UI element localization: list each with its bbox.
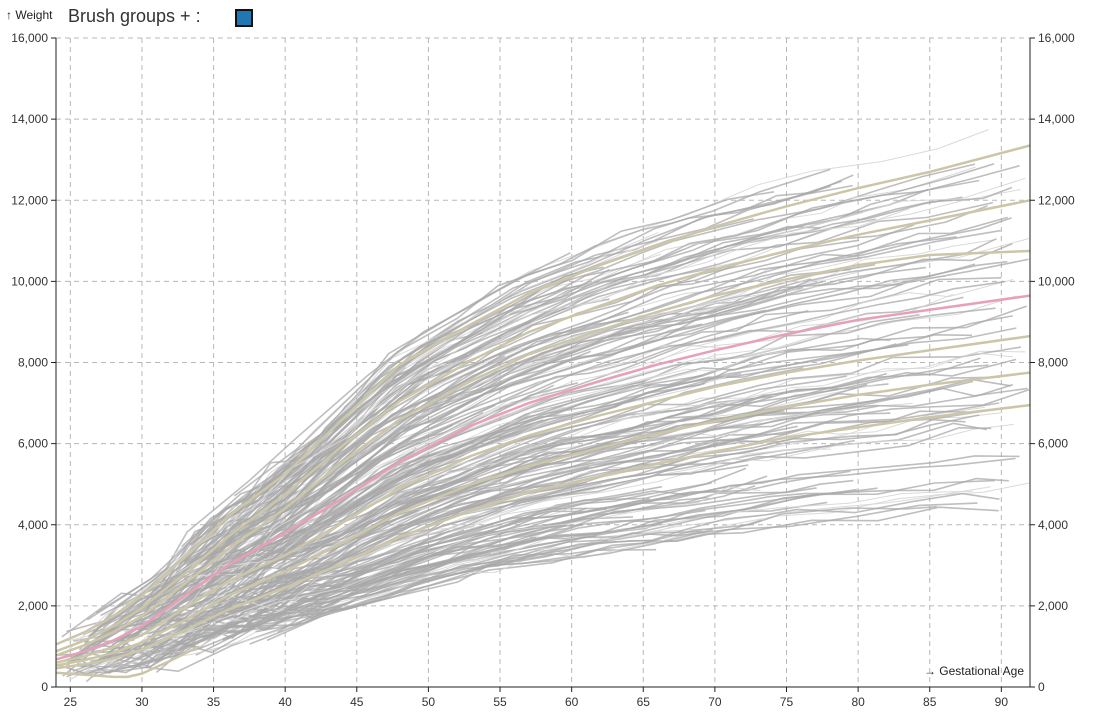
individual-line — [195, 479, 995, 656]
y-tick-label-right: 0 — [1038, 680, 1045, 694]
y-tick-label-right: 14,000 — [1038, 112, 1075, 126]
individual-line — [155, 509, 706, 674]
percentile-line — [55, 371, 1031, 667]
x-tick-label: 60 — [565, 695, 579, 709]
y-tick-label-right: 2,000 — [1038, 599, 1068, 613]
individual-line — [79, 281, 824, 654]
individual-line — [262, 424, 454, 558]
percentile-line — [55, 249, 1031, 657]
individual-line — [264, 372, 888, 579]
individual-line — [156, 479, 854, 663]
x-tick-label: 85 — [923, 695, 937, 709]
y-tick-label-right: 10,000 — [1038, 274, 1075, 288]
individual-line — [275, 186, 1013, 513]
individual-line — [161, 412, 891, 641]
brush-groups-label: Brush groups + : — [68, 6, 201, 26]
percentile-lines — [55, 144, 1031, 679]
individual-line — [185, 423, 1014, 620]
individual-line — [281, 492, 1000, 612]
y-tick-label: 4,000 — [18, 518, 48, 532]
individual-line — [143, 407, 857, 652]
individual-line — [153, 410, 968, 651]
y-tick-label-right: 12,000 — [1038, 193, 1075, 207]
percentile-line — [55, 645, 200, 679]
y-tick-label: 10,000 — [11, 274, 48, 288]
individual-line — [255, 539, 608, 633]
individual-line — [107, 426, 992, 657]
individual-line — [189, 309, 766, 600]
x-tick-label: 75 — [780, 695, 794, 709]
x-tick-label: 80 — [851, 695, 865, 709]
x-tick-label: 40 — [278, 695, 292, 709]
individual-line — [91, 323, 703, 647]
y-tick-label: 6,000 — [18, 437, 48, 451]
brush-group-swatch[interactable] — [235, 9, 253, 27]
y-tick-label-right: 4,000 — [1038, 518, 1068, 532]
y-tick-label: 12,000 — [11, 193, 48, 207]
y-tick-label-right: 6,000 — [1038, 437, 1068, 451]
individual-line — [166, 260, 1008, 603]
x-tick-label: 65 — [637, 695, 651, 709]
individual-line — [166, 382, 705, 625]
x-tick-label: 30 — [135, 695, 149, 709]
individual-line — [216, 177, 1026, 523]
x-tick-label: 70 — [708, 695, 722, 709]
percentile-line — [55, 334, 1031, 664]
x-tick-label: 55 — [493, 695, 507, 709]
x-tick-label: 50 — [422, 695, 436, 709]
y-tick-label-right: 8,000 — [1038, 356, 1068, 370]
individual-line — [135, 529, 465, 667]
individual-lines — [57, 129, 1030, 683]
individual-line — [224, 344, 909, 598]
individual-line — [189, 305, 1027, 595]
individual-line — [249, 493, 819, 618]
percentile-line — [55, 144, 1031, 646]
y-tick-label: 14,000 — [11, 112, 48, 126]
individual-line — [130, 350, 785, 650]
x-tick-label: 90 — [995, 695, 1009, 709]
individual-line — [92, 350, 592, 633]
y-tick-label: 16,000 — [11, 31, 48, 45]
x-axis-title: → Gestational Age — [924, 664, 1024, 678]
chart-header: ↑ Weight Brush groups + : — [0, 0, 1098, 34]
median-line — [55, 294, 1031, 661]
individual-line — [277, 506, 999, 620]
individual-line — [261, 375, 847, 581]
percentile-line — [55, 403, 1031, 670]
x-tick-label: 45 — [350, 695, 364, 709]
y-tick-label: 8,000 — [18, 356, 48, 370]
individual-line — [138, 388, 1030, 631]
individual-line — [283, 433, 762, 595]
individual-line — [222, 522, 569, 640]
percentile-line — [55, 199, 1031, 653]
y-tick-label-right: 16,000 — [1038, 31, 1075, 45]
x-tick-label: 35 — [207, 695, 221, 709]
y-tick-label: 0 — [41, 680, 48, 694]
y-tick-label: 2,000 — [18, 599, 48, 613]
individual-line — [113, 382, 579, 628]
individual-line — [86, 163, 995, 621]
axes: 0 0 2,000 2,000 4,000 4,000 6,000 6,000 8,000 8,0… — [11, 31, 1075, 709]
individual-line — [161, 486, 761, 639]
individual-line — [233, 168, 831, 497]
y-axis-title: ↑ Weight — [6, 8, 53, 22]
individual-line — [278, 364, 989, 569]
individual-line — [174, 414, 381, 565]
x-tick-label: 25 — [64, 695, 78, 709]
